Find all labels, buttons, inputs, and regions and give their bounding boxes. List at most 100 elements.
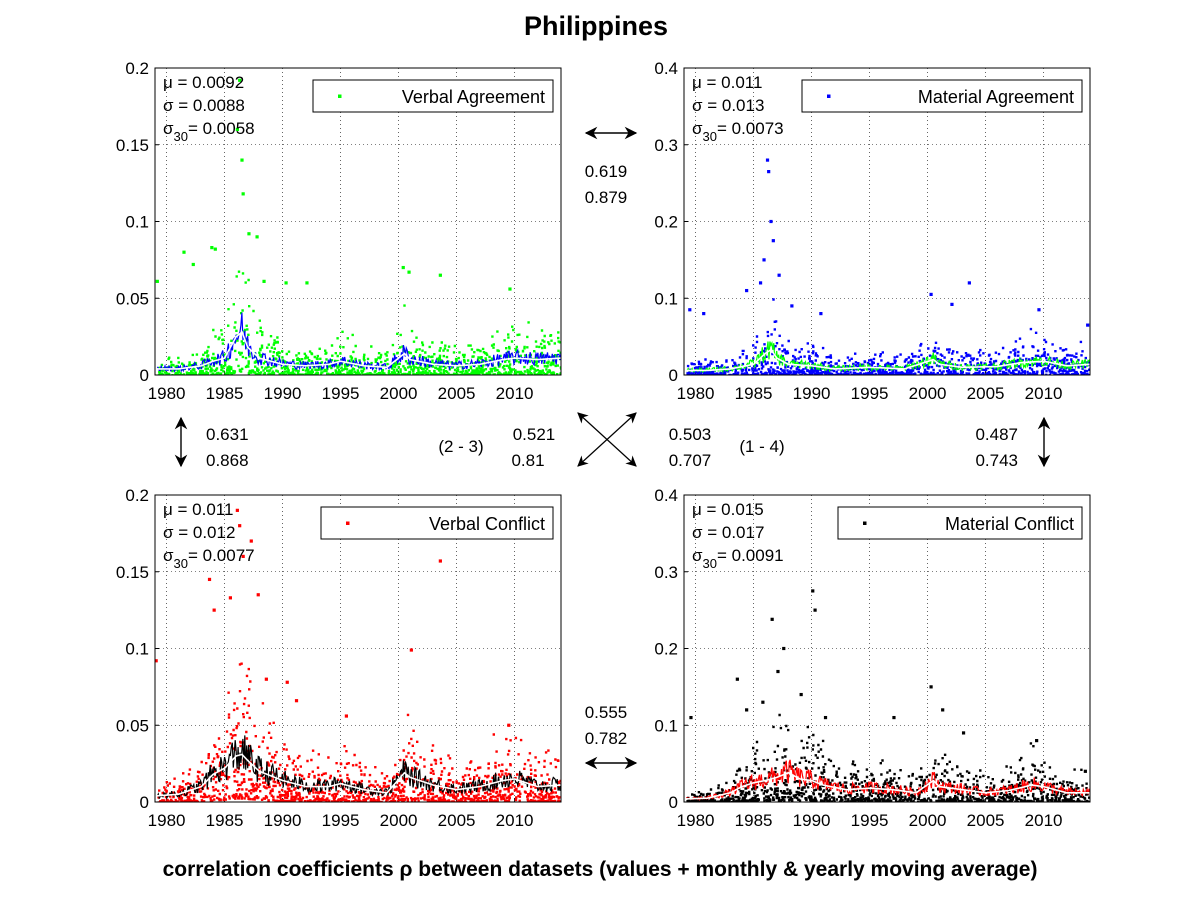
stat-mu: μ = 0.0092 [163,73,244,92]
x-tick-label: 1985 [735,384,773,403]
data-point [823,715,828,720]
x-tick-label: 2000 [909,384,947,403]
corr-diagonal-arrows [577,412,637,467]
x-tick-label: 1985 [206,811,244,830]
y-tick-label: 0.15 [116,136,149,155]
data-point [241,554,245,558]
scatter-cloud [686,298,1090,375]
x-tick-label: 2005 [967,384,1005,403]
y-tick-label: 0.1 [125,640,149,659]
y-tick-label: 0.2 [654,640,678,659]
corr-left-value-2: 0.868 [206,451,249,470]
x-tick-label: 2005 [967,811,1005,830]
x-tick-label: 2000 [380,384,418,403]
data-point [776,669,780,674]
data-point [761,700,765,704]
data-point [235,508,239,512]
data-point [240,158,244,162]
data-point [241,192,245,196]
corr-right-value-2: 0.743 [975,451,1018,470]
data-point [155,659,158,663]
corr-bottom-value-1: 0.555 [585,703,628,722]
x-tick-label: 1990 [793,384,831,403]
corr-diag-23-value-2: 0.81 [511,451,544,470]
data-point [702,312,706,316]
data-points [155,78,561,375]
corr-top-value-1: 0.619 [585,162,628,181]
stat-sigma: σ = 0.0088 [163,96,245,115]
y-tick-label: 0.3 [654,136,678,155]
panel-4: 1980 1985 1990 1995 2000 2005 2010 0 0.1 0.2 0.3 0.… [654,486,1091,830]
stat-sigma30: σ30= 0.0073 [692,119,784,144]
data-point [255,235,259,239]
corr-bottom-value-2: 0.782 [585,729,628,748]
y-tick-label: 0.1 [654,289,678,308]
data-point [508,287,512,291]
data-point [762,258,766,262]
data-points [684,158,1090,375]
x-tick-label: 1995 [322,811,360,830]
monthly-average-line [156,735,561,800]
yearly-average-line [684,348,1090,372]
stats-block: μ = 0.015 σ = 0.017 σ30= 0.0091 [692,500,784,571]
data-point [790,304,794,308]
stat-mu: μ = 0.011 [163,500,233,519]
y-tick-label: 0 [140,366,149,385]
x-tick-label: 2010 [1025,811,1063,830]
yearly-average-line [155,753,561,797]
data-point [1037,308,1041,312]
y-tick-label: 0 [669,793,678,812]
data-point [344,714,348,718]
data-point [929,685,933,689]
corr-top-value-2: 0.879 [585,188,628,207]
legend: Verbal Conflict [320,506,554,540]
data-point [182,250,186,254]
data-point [264,677,268,681]
data-point [777,273,781,277]
corr-diag-23-label: (2 - 3) [438,437,483,456]
x-tick-label: 2005 [438,811,476,830]
y-tick-label: 0.05 [116,716,149,735]
axes-box [683,494,1091,803]
data-point [401,265,405,270]
data-point [1035,739,1039,743]
yearly-average-line [684,771,1090,800]
legend-label: Material Agreement [918,87,1074,107]
plot-area [155,68,561,375]
data-point [305,281,309,285]
data-point [758,281,763,285]
axes-box [154,494,562,803]
y-tick-label: 0.1 [654,716,678,735]
data-point [769,219,773,224]
panel-3: 1980 1985 1990 1995 2000 2005 2010 0 0.05 0.1 0.15… [116,486,562,830]
data-point [155,279,159,283]
stat-sigma: σ = 0.013 [692,96,764,115]
data-point [819,312,823,316]
yearly-average-line [155,330,561,370]
x-tick-label: 2000 [380,811,418,830]
panel-1: 1980 1985 1990 1995 2000 2005 2010 0 0.05 0.1 0.15… [116,59,562,403]
stat-sigma30: σ30= 0.0058 [163,119,255,144]
panel-2: 1980 1985 1990 1995 2000 2005 2010 0 0.1 0.2 0.3 0.… [654,59,1091,403]
x-tick-label: 2010 [496,811,534,830]
legend-marker [863,521,867,525]
data-point [238,78,242,82]
x-tick-label: 1985 [206,384,244,403]
figure-footer: correlation coefficients ρ between datas… [163,858,1038,881]
axes-box [683,67,1091,376]
legend-marker [827,94,831,98]
axes-box [154,67,562,376]
stats-block: μ = 0.011 σ = 0.013 σ30= 0.0073 [692,73,784,144]
stat-sigma: σ = 0.012 [163,523,235,542]
data-point [294,699,299,703]
data-point [191,262,195,267]
data-point [892,715,896,720]
data-point [929,292,933,297]
x-tick-label: 2000 [909,811,947,830]
data-points [684,589,1090,802]
corr-diag-14-value-1: 0.503 [669,425,712,444]
legend: Material Agreement [801,79,1083,113]
data-point [438,273,442,277]
legend-marker [346,521,350,525]
